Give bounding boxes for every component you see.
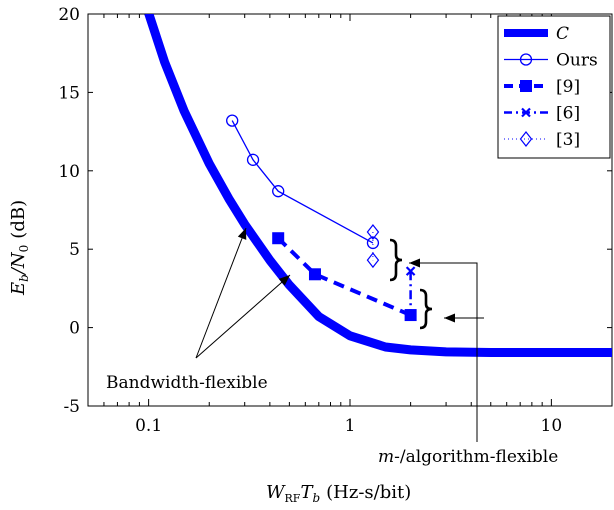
y-tick-label: 0 (69, 319, 80, 339)
arrow-bandwidth-ref9 (195, 274, 291, 359)
arrow-algorithm-upper-head (409, 258, 420, 268)
legend-label: Ours (556, 51, 598, 71)
brace-upper (389, 238, 403, 282)
legend-label: [6] (556, 104, 580, 124)
x-tick-label: 0.1 (135, 416, 162, 436)
y-tick-label: -5 (63, 397, 80, 417)
series-Ours-point (226, 114, 239, 127)
arrow-bandwidth-ref9-head (278, 275, 290, 286)
legend-marker (521, 107, 531, 118)
annotation-bandwidth-flexible: Bandwidth-flexible (106, 373, 268, 393)
legend-marker (519, 53, 533, 66)
series-Ours-point (246, 153, 260, 166)
series-9-line (276, 236, 412, 317)
annotation-algorithm-m: m (378, 447, 394, 467)
legend-box (497, 15, 611, 159)
arrow-bandwidth-ours-head (237, 228, 247, 240)
y-axis-label: Eb/N0(dB) (8, 200, 31, 296)
series-6-point (405, 310, 416, 320)
annotation-algorithm-rest: -/algorithm-flexible (394, 447, 558, 467)
series-3-point (366, 252, 380, 269)
y-tick-label: 5 (69, 240, 80, 260)
plot-area (144, 14, 612, 357)
legend: C Ours [9] [6] [3] (497, 15, 611, 159)
series-9-point (308, 268, 321, 281)
series-9-point (272, 232, 285, 245)
arrow-algorithm-lower-head (444, 313, 455, 323)
legend-label: C (556, 24, 569, 44)
axis-ticks: -5 0 5 10 15 20 0.1 1 10 (58, 5, 613, 436)
arrow-bandwidth-ours (195, 227, 247, 359)
legend-label: [3] (556, 130, 580, 150)
brace-lower (419, 288, 433, 330)
series-Ours-line (231, 120, 374, 244)
legend-marker (519, 131, 533, 147)
annotation-algorithm-flexible: m-/algorithm-flexible (378, 447, 558, 467)
x-axis-label: WRFTb (Hz-s/bit) (266, 482, 411, 505)
legend-label: [9] (556, 77, 580, 97)
y-tick-label: 20 (58, 5, 80, 25)
legend-marker (520, 80, 532, 92)
series-Ours-point (272, 185, 285, 198)
x-tick-label: 10 (541, 416, 563, 436)
series-6-point (405, 266, 416, 276)
y-tick-label: 15 (58, 83, 80, 103)
axis-labels: WRFTb (Hz-s/bit) Eb/N0(dB) (8, 200, 411, 505)
y-tick-label: 10 (58, 162, 80, 182)
series-3-point (366, 223, 380, 240)
annotations: Bandwidth-flexible m-/algorithm-flexible (106, 227, 558, 467)
x-tick-label: 1 (345, 416, 356, 436)
series-capacity-line (144, 14, 612, 357)
